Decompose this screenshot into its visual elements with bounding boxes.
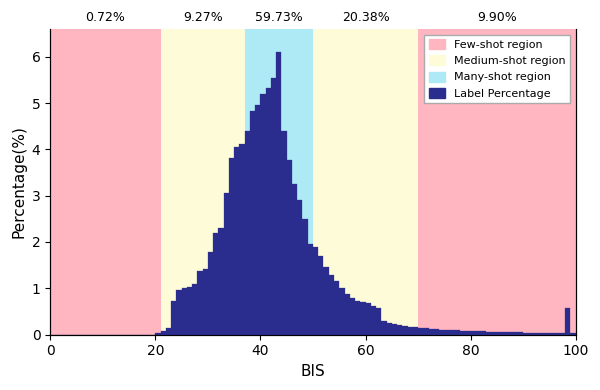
Bar [239,144,245,335]
Y-axis label: Percentage(%): Percentage(%) [11,125,26,238]
Bar [481,332,487,335]
Bar [250,112,255,335]
Bar [470,332,476,335]
Bar [371,306,376,335]
Bar [487,332,491,335]
Bar [203,269,208,335]
Bar [208,252,213,335]
Bar [550,333,554,335]
Bar [539,333,544,335]
Bar [544,333,550,335]
Bar [350,298,355,335]
Bar [554,333,560,335]
Bar [281,131,287,335]
Bar [287,160,292,335]
Bar [460,331,466,335]
Bar [176,290,182,335]
Bar [418,29,576,335]
Bar [529,333,533,335]
Bar [334,281,339,335]
Bar [192,284,197,335]
Bar [418,328,424,335]
Bar [297,200,302,335]
X-axis label: BIS: BIS [301,364,325,379]
Bar [407,327,413,335]
Bar [518,332,523,335]
Bar [234,147,239,335]
Bar [266,88,271,335]
Bar [466,331,470,335]
Bar [392,324,397,335]
Bar [560,333,565,335]
Bar [413,327,418,335]
Bar [386,323,392,335]
Bar [508,332,512,335]
Bar [439,330,445,335]
Bar [255,105,260,335]
Bar [292,184,297,335]
Bar [271,78,276,335]
Bar [424,328,428,335]
Bar [224,193,229,335]
Bar [445,330,449,335]
Bar [323,266,329,335]
Bar [355,301,360,335]
Bar [245,131,250,335]
Bar [571,333,576,335]
Bar [155,333,161,335]
Legend: Few-shot region, Medium-shot region, Many-shot region, Label Percentage: Few-shot region, Medium-shot region, Man… [424,35,570,103]
Bar [344,294,350,335]
Bar [171,301,176,335]
Bar [245,29,313,335]
Bar [161,29,245,335]
Bar [260,94,266,335]
Bar [533,333,539,335]
Bar [166,328,171,335]
Bar [313,246,318,335]
Bar [182,288,187,335]
Bar [339,288,344,335]
Bar [502,332,508,335]
Bar [229,158,234,335]
Bar [276,52,281,335]
Bar [381,321,386,335]
Bar [476,332,481,335]
Bar [497,332,502,335]
Bar [565,308,571,335]
Bar [329,275,334,335]
Bar [213,233,218,335]
Bar [365,303,371,335]
Bar [218,228,224,335]
Bar [187,287,192,335]
Bar [491,332,497,335]
Bar [512,332,518,335]
Bar [376,308,381,335]
Bar [434,329,439,335]
Bar [449,330,455,335]
Bar [397,325,403,335]
Bar [523,333,529,335]
Bar [428,329,434,335]
Bar [197,271,203,335]
Bar [455,330,460,335]
Bar [50,29,161,335]
Bar [313,29,418,335]
Bar [308,244,313,335]
Bar [360,302,365,335]
Bar [161,331,166,335]
Bar [318,256,323,335]
Bar [403,326,407,335]
Bar [302,219,308,335]
